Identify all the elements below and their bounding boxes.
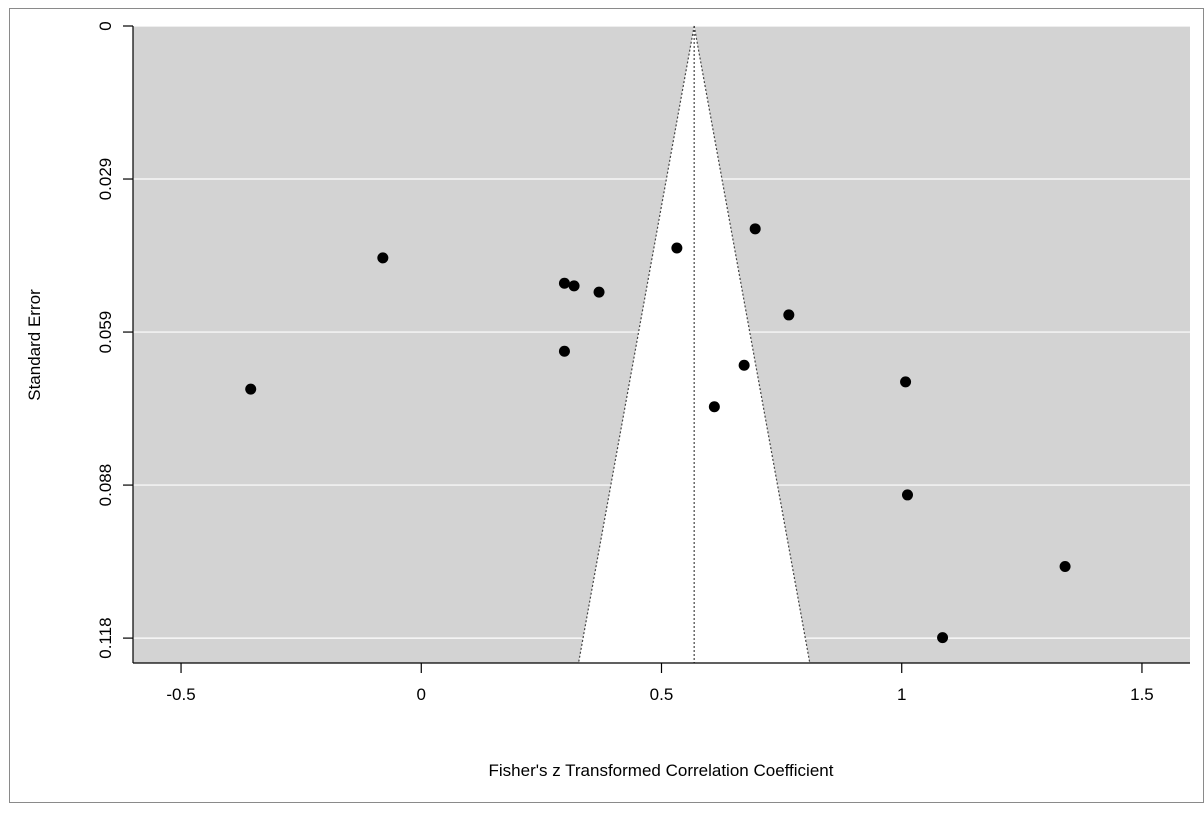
x-tick-label-4: 1.5 [1130, 685, 1154, 704]
x-tick-label-1: 0 [417, 685, 426, 704]
data-point-10 [708, 401, 720, 413]
data-point-2 [558, 277, 570, 289]
data-point-8 [783, 309, 795, 321]
axes: -0.5 0 0.5 1 1.5 0 0.029 0.059 0.088 0.118 [96, 21, 1190, 704]
data-point-3 [568, 280, 580, 292]
x-tick-label-0: -0.5 [166, 685, 195, 704]
x-tick-label-3: 1 [897, 685, 906, 704]
data-point-9 [738, 359, 750, 371]
data-point-6 [671, 242, 683, 254]
data-point-11 [900, 376, 912, 388]
y-tick-label-1: 0.029 [96, 158, 115, 201]
data-point-1 [377, 252, 389, 264]
y-tick-label-0: 0 [96, 21, 115, 30]
data-point-4 [593, 286, 605, 298]
data-point-13 [1059, 561, 1071, 573]
y-tick-label-4: 0.118 [96, 617, 115, 658]
data-point-14 [937, 632, 949, 644]
data-point-12 [901, 489, 913, 501]
funnel-fill [578, 26, 810, 663]
y-axis-label: Standard Error [25, 289, 44, 401]
data-point-0 [245, 383, 257, 395]
y-tick-label-2: 0.059 [96, 311, 115, 354]
data-point-5 [558, 345, 570, 357]
y-tick-label-3: 0.088 [96, 464, 115, 507]
x-axis-label: Fisher's z Transformed Correlation Coeff… [489, 761, 834, 780]
data-point-7 [749, 223, 761, 235]
data-points [245, 223, 1071, 644]
funnel-region [577, 25, 811, 664]
x-tick-label-2: 0.5 [650, 685, 674, 704]
